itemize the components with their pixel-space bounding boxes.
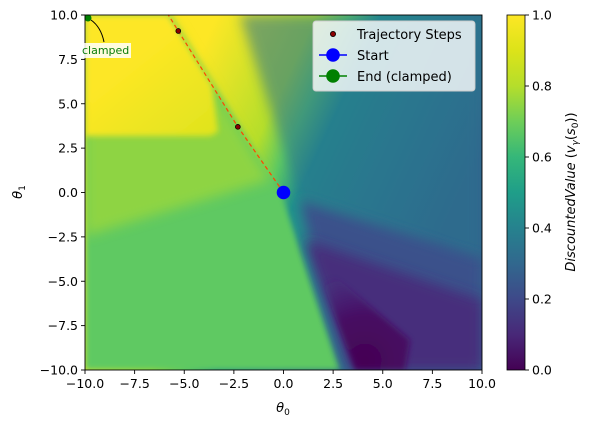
legend-start-label: Start (357, 49, 389, 64)
y-tick-label: −10.0 (40, 363, 78, 378)
x-axis-label: θ0 (276, 401, 290, 418)
trajectory-line (167, 14, 284, 193)
x-tick-label: −10.0 (66, 376, 104, 391)
y-tick-label: −5.0 (48, 274, 78, 289)
legend-end-label: End (clamped) (357, 70, 452, 85)
x-axis-ticks: −10.0 −7.5 −5.0 −2.5 0.0 2.5 5.0 7.5 10.0 (66, 370, 496, 391)
colorbar (506, 14, 526, 371)
colorbar-tick-label: 0.8 (532, 79, 552, 94)
annotation-arrow (90, 19, 105, 43)
x-tick-label: 5.0 (373, 376, 393, 391)
legend-end-swatch (326, 69, 340, 83)
x-tick-label: 2.5 (323, 376, 343, 391)
start-point (276, 185, 291, 200)
x-tick-label: −7.5 (119, 376, 149, 391)
trajectory-step-point (175, 28, 182, 34)
y-tick-label: 10.0 (50, 8, 78, 23)
marker-layer (84, 14, 291, 200)
y-tick-label: −7.5 (48, 318, 78, 333)
colorbar-label: DiscountedValue (vγ(s0)) (564, 112, 581, 271)
trajectory-step-point (235, 124, 241, 130)
x-tick-label: −5.0 (169, 376, 199, 391)
y-axis-ticks: −10.0 −7.5 −5.0 −2.5 0.0 2.5 5.0 7.5 10.0 (40, 8, 85, 378)
legend-frame (312, 20, 476, 92)
legend-trajectory-swatch (329, 30, 336, 37)
colorbar-tick-label: 0.6 (532, 150, 552, 165)
colorbar-ticks: 0.0 0.2 0.4 0.6 0.8 1.0 (525, 8, 552, 378)
colorbar-tick-label: 0.2 (532, 292, 552, 307)
annotation-box (80, 43, 131, 58)
y-tick-label: −2.5 (48, 229, 78, 244)
end-point (84, 14, 92, 22)
legend-start-swatch (326, 48, 340, 62)
y-tick-label: 5.0 (58, 96, 78, 111)
colorbar-tick-label: 0.4 (532, 221, 552, 236)
legend-trajectory-label: Trajectory Steps (356, 28, 462, 43)
x-tick-label: 0.0 (274, 376, 294, 391)
y-tick-label: 2.5 (58, 141, 78, 156)
colorbar-tick-label: 0.0 (532, 363, 552, 378)
colorbar-tick-label: 1.0 (532, 8, 552, 23)
y-tick-label: 0.0 (58, 185, 78, 200)
legend: Trajectory Steps Start End (clamped) (312, 20, 476, 92)
x-tick-label: 10.0 (468, 376, 496, 391)
y-tick-label: 7.5 (58, 52, 78, 67)
x-tick-label: 7.5 (422, 376, 442, 391)
x-tick-label: −2.5 (219, 376, 249, 391)
annotation-text: clamped (82, 44, 129, 57)
y-axis-label: θ1 (11, 185, 28, 199)
